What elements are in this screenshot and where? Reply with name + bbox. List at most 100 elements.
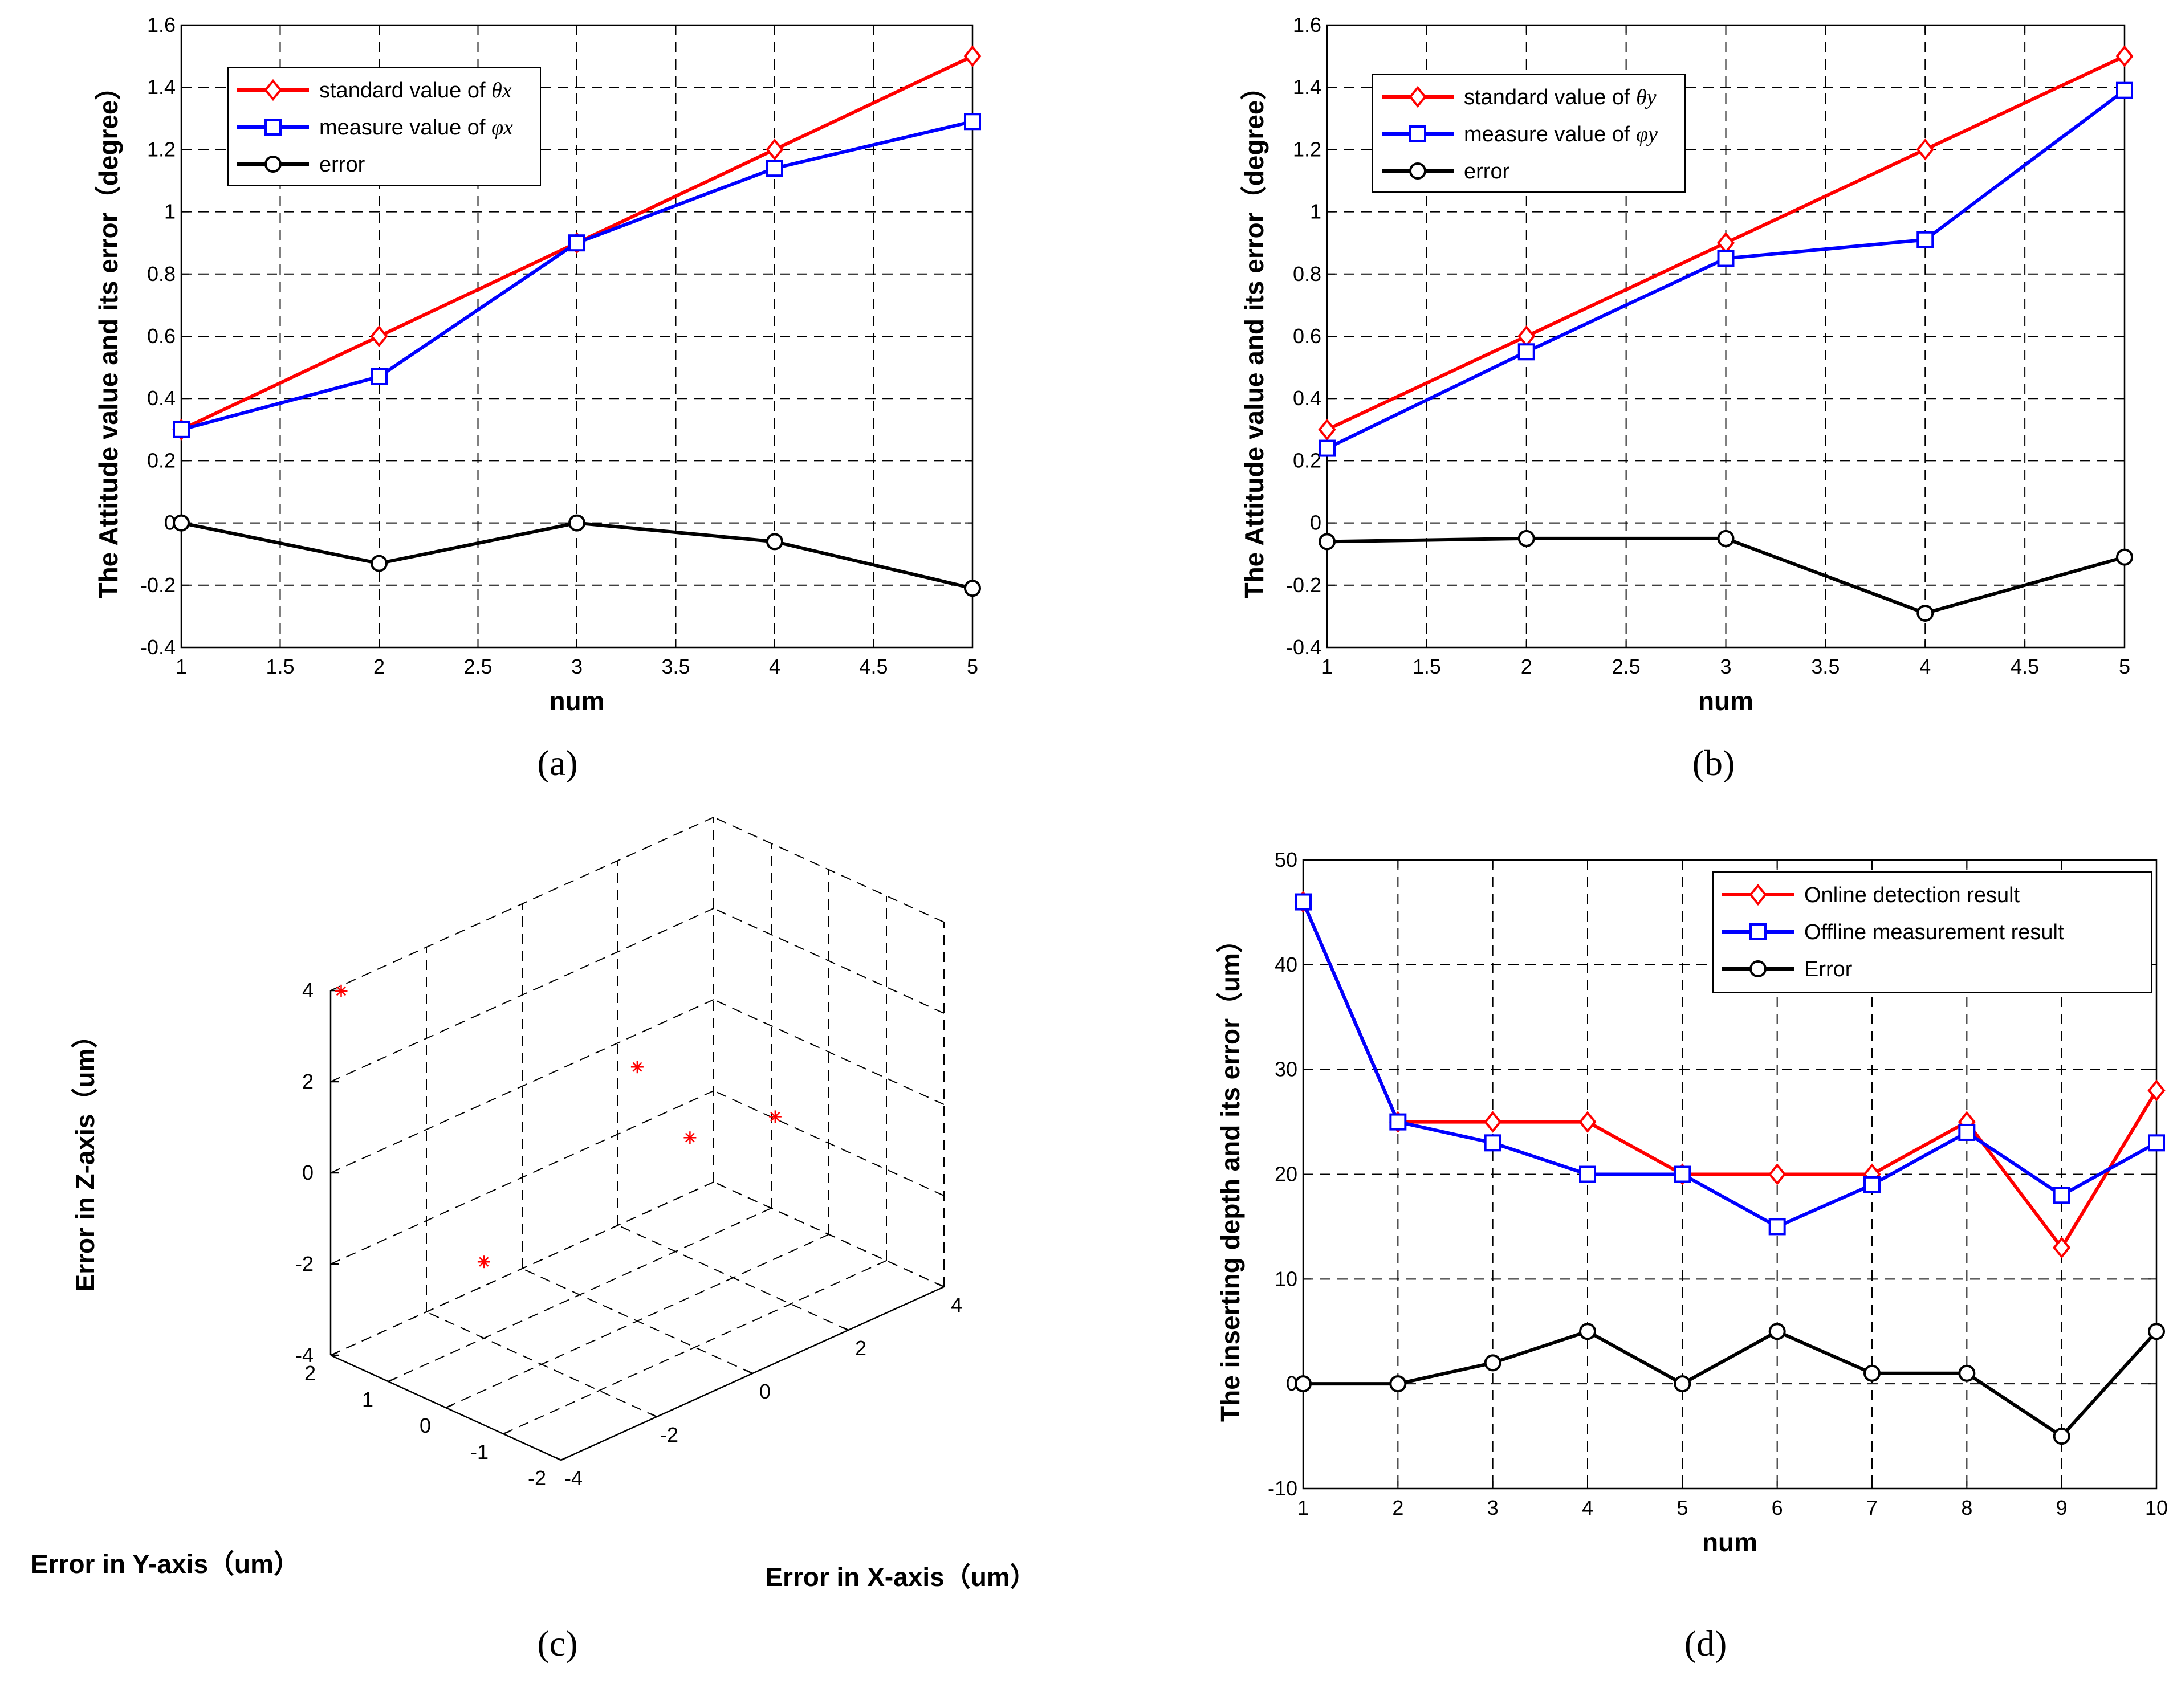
data-point-square xyxy=(1517,343,1535,361)
z-tick-label: 2 xyxy=(302,1070,314,1093)
x-tick-label: 3 xyxy=(1720,655,1731,678)
x-tick-label: 9 xyxy=(2056,1496,2068,1519)
data-point-square xyxy=(1319,439,1336,457)
panel-b-attitude-y: 1 1.5 2 2.5 3 3.5 4 4.5 5 -0.4 -0.2 0 0.2 0.4 0.6 0.8 1 1… xyxy=(1239,13,2134,783)
y-tick-label: 0 xyxy=(164,511,176,535)
data-point-circle xyxy=(1717,529,1735,547)
y-axis-label: The inserting depth and its error（um） xyxy=(1215,927,1245,1422)
y-tick-label: 0.2 xyxy=(1293,449,1321,472)
y-tick-label: -0.2 xyxy=(140,573,176,597)
data-point-circle xyxy=(1389,1375,1407,1393)
data-point-square xyxy=(2148,1134,2165,1152)
y-tick-label: 20 xyxy=(1275,1163,1297,1186)
x-tick-label: 6 xyxy=(1772,1496,1783,1519)
panel-caption: (d) xyxy=(1684,1623,1727,1664)
x-tick-label: 4 xyxy=(951,1293,962,1316)
data-point-circle xyxy=(2148,1323,2165,1340)
sidewall-grid-z xyxy=(713,1181,945,1287)
x-tick-label: 3.5 xyxy=(661,655,690,678)
floor-grid-y xyxy=(445,1234,829,1408)
y-tick-label: 0.4 xyxy=(147,386,176,410)
legend-marker xyxy=(1409,85,1427,108)
legend-marker xyxy=(264,79,282,101)
legend-marker xyxy=(1749,923,1767,940)
legend-marker xyxy=(1409,125,1426,142)
data-point-diamond xyxy=(1768,1163,1787,1185)
backwall-grid-z xyxy=(330,908,714,1082)
x-tick-mark xyxy=(555,1456,561,1461)
legend-label: Error xyxy=(1804,957,1853,981)
data-point-diamond xyxy=(370,325,388,348)
z-tick-label: -4 xyxy=(295,1343,314,1367)
legend-marker xyxy=(264,156,282,173)
x-axis-label: num xyxy=(549,686,604,716)
x-tick-label: 3 xyxy=(1487,1496,1499,1519)
y-axis-label: The Attitude value and its error（degree） xyxy=(93,74,123,598)
data-point-square xyxy=(1958,1123,1976,1141)
x-tick-label: 4 xyxy=(1919,655,1931,678)
series-line-diamond xyxy=(1301,901,2158,1250)
x-tick-label: 2.5 xyxy=(1612,655,1641,678)
panel-caption: (b) xyxy=(1692,743,1735,783)
y-tick-label: 0.8 xyxy=(1293,262,1321,286)
legend: Online detection result Offline measureme… xyxy=(1712,871,2152,993)
asterisk-stroke xyxy=(685,1132,695,1143)
backwall-grid-z xyxy=(330,1181,714,1356)
x-tick-mark xyxy=(842,1326,849,1331)
legend-label-symbol: θx xyxy=(491,79,512,103)
data-point-square xyxy=(2053,1187,2070,1204)
legend-label-text: Online detection result xyxy=(1804,883,2020,907)
legend-label: error xyxy=(319,153,365,177)
asterisk-stroke xyxy=(632,1062,642,1072)
y-tick-label: 30 xyxy=(1275,1058,1297,1081)
data-point-circle xyxy=(1768,1323,1786,1340)
y-tick-label: -1 xyxy=(470,1440,489,1464)
data-point-asterisk xyxy=(335,984,348,997)
y-tick-label: 1.4 xyxy=(147,75,176,99)
data-point-circle xyxy=(568,514,585,532)
x-tick-label: 5 xyxy=(967,655,978,678)
data-point-circle xyxy=(1863,1364,1881,1382)
data-point-circle xyxy=(1295,1375,1312,1393)
data-point-asterisk xyxy=(630,1061,644,1074)
panel-a-attitude-x: 1 1.5 2 2.5 3 3.5 4 4.5 5 -0.4 -0.2 0 0.2 0.4 0.6 0.8 1 1… xyxy=(93,13,982,783)
data-point-square xyxy=(1863,1176,1881,1193)
asterisk-stroke xyxy=(479,1257,489,1267)
legend-label-symbol: φy xyxy=(1636,123,1658,146)
series-line-circle xyxy=(1303,1330,2158,1438)
data-point-diamond xyxy=(1578,1111,1597,1133)
x-axis-label: Error in X-axis（um） xyxy=(765,1562,1036,1592)
x-tick-label: 2 xyxy=(1521,655,1532,678)
legend-label-text: measure value of xyxy=(1464,123,1636,146)
y-tick-label: 0.2 xyxy=(147,449,176,472)
data-point-square xyxy=(1768,1218,1786,1236)
data-point-diamond xyxy=(1484,1111,1502,1133)
x-tick-label: 2 xyxy=(373,655,385,678)
data-point-circle xyxy=(371,555,388,572)
y-tick-label: 1.2 xyxy=(147,137,176,161)
data-point-square xyxy=(173,421,190,438)
data-point-diamond xyxy=(2147,1079,2166,1102)
data-point-square xyxy=(568,234,585,252)
x-tick-mark xyxy=(746,1369,753,1375)
legend-label: Online detection result xyxy=(1804,883,2020,907)
legend-label-text: error xyxy=(1464,160,1510,184)
x-tick-label: 1.5 xyxy=(266,655,294,678)
data-point-asterisk xyxy=(683,1131,697,1144)
legend-label: error xyxy=(1464,160,1510,184)
x-tick-label: 2 xyxy=(1392,1496,1403,1519)
y-axis-label: The Attitude value and its error（degree） xyxy=(1239,74,1269,598)
z-tick-label: -2 xyxy=(295,1252,314,1275)
x-tick-label: 4.5 xyxy=(859,655,888,678)
data-point-square xyxy=(1484,1134,1501,1152)
data-point-square xyxy=(1579,1165,1596,1183)
legend-label-text: error xyxy=(319,153,365,177)
backwall-grid-z xyxy=(330,1090,714,1265)
y-tick-label: 40 xyxy=(1275,953,1297,976)
data-point-diamond xyxy=(963,45,982,67)
y-tick-label: -0.4 xyxy=(140,635,176,659)
data-point-asterisk xyxy=(768,1110,782,1123)
y-tick-label: 0 xyxy=(420,1414,431,1437)
x-tick-label: 0 xyxy=(759,1380,771,1403)
